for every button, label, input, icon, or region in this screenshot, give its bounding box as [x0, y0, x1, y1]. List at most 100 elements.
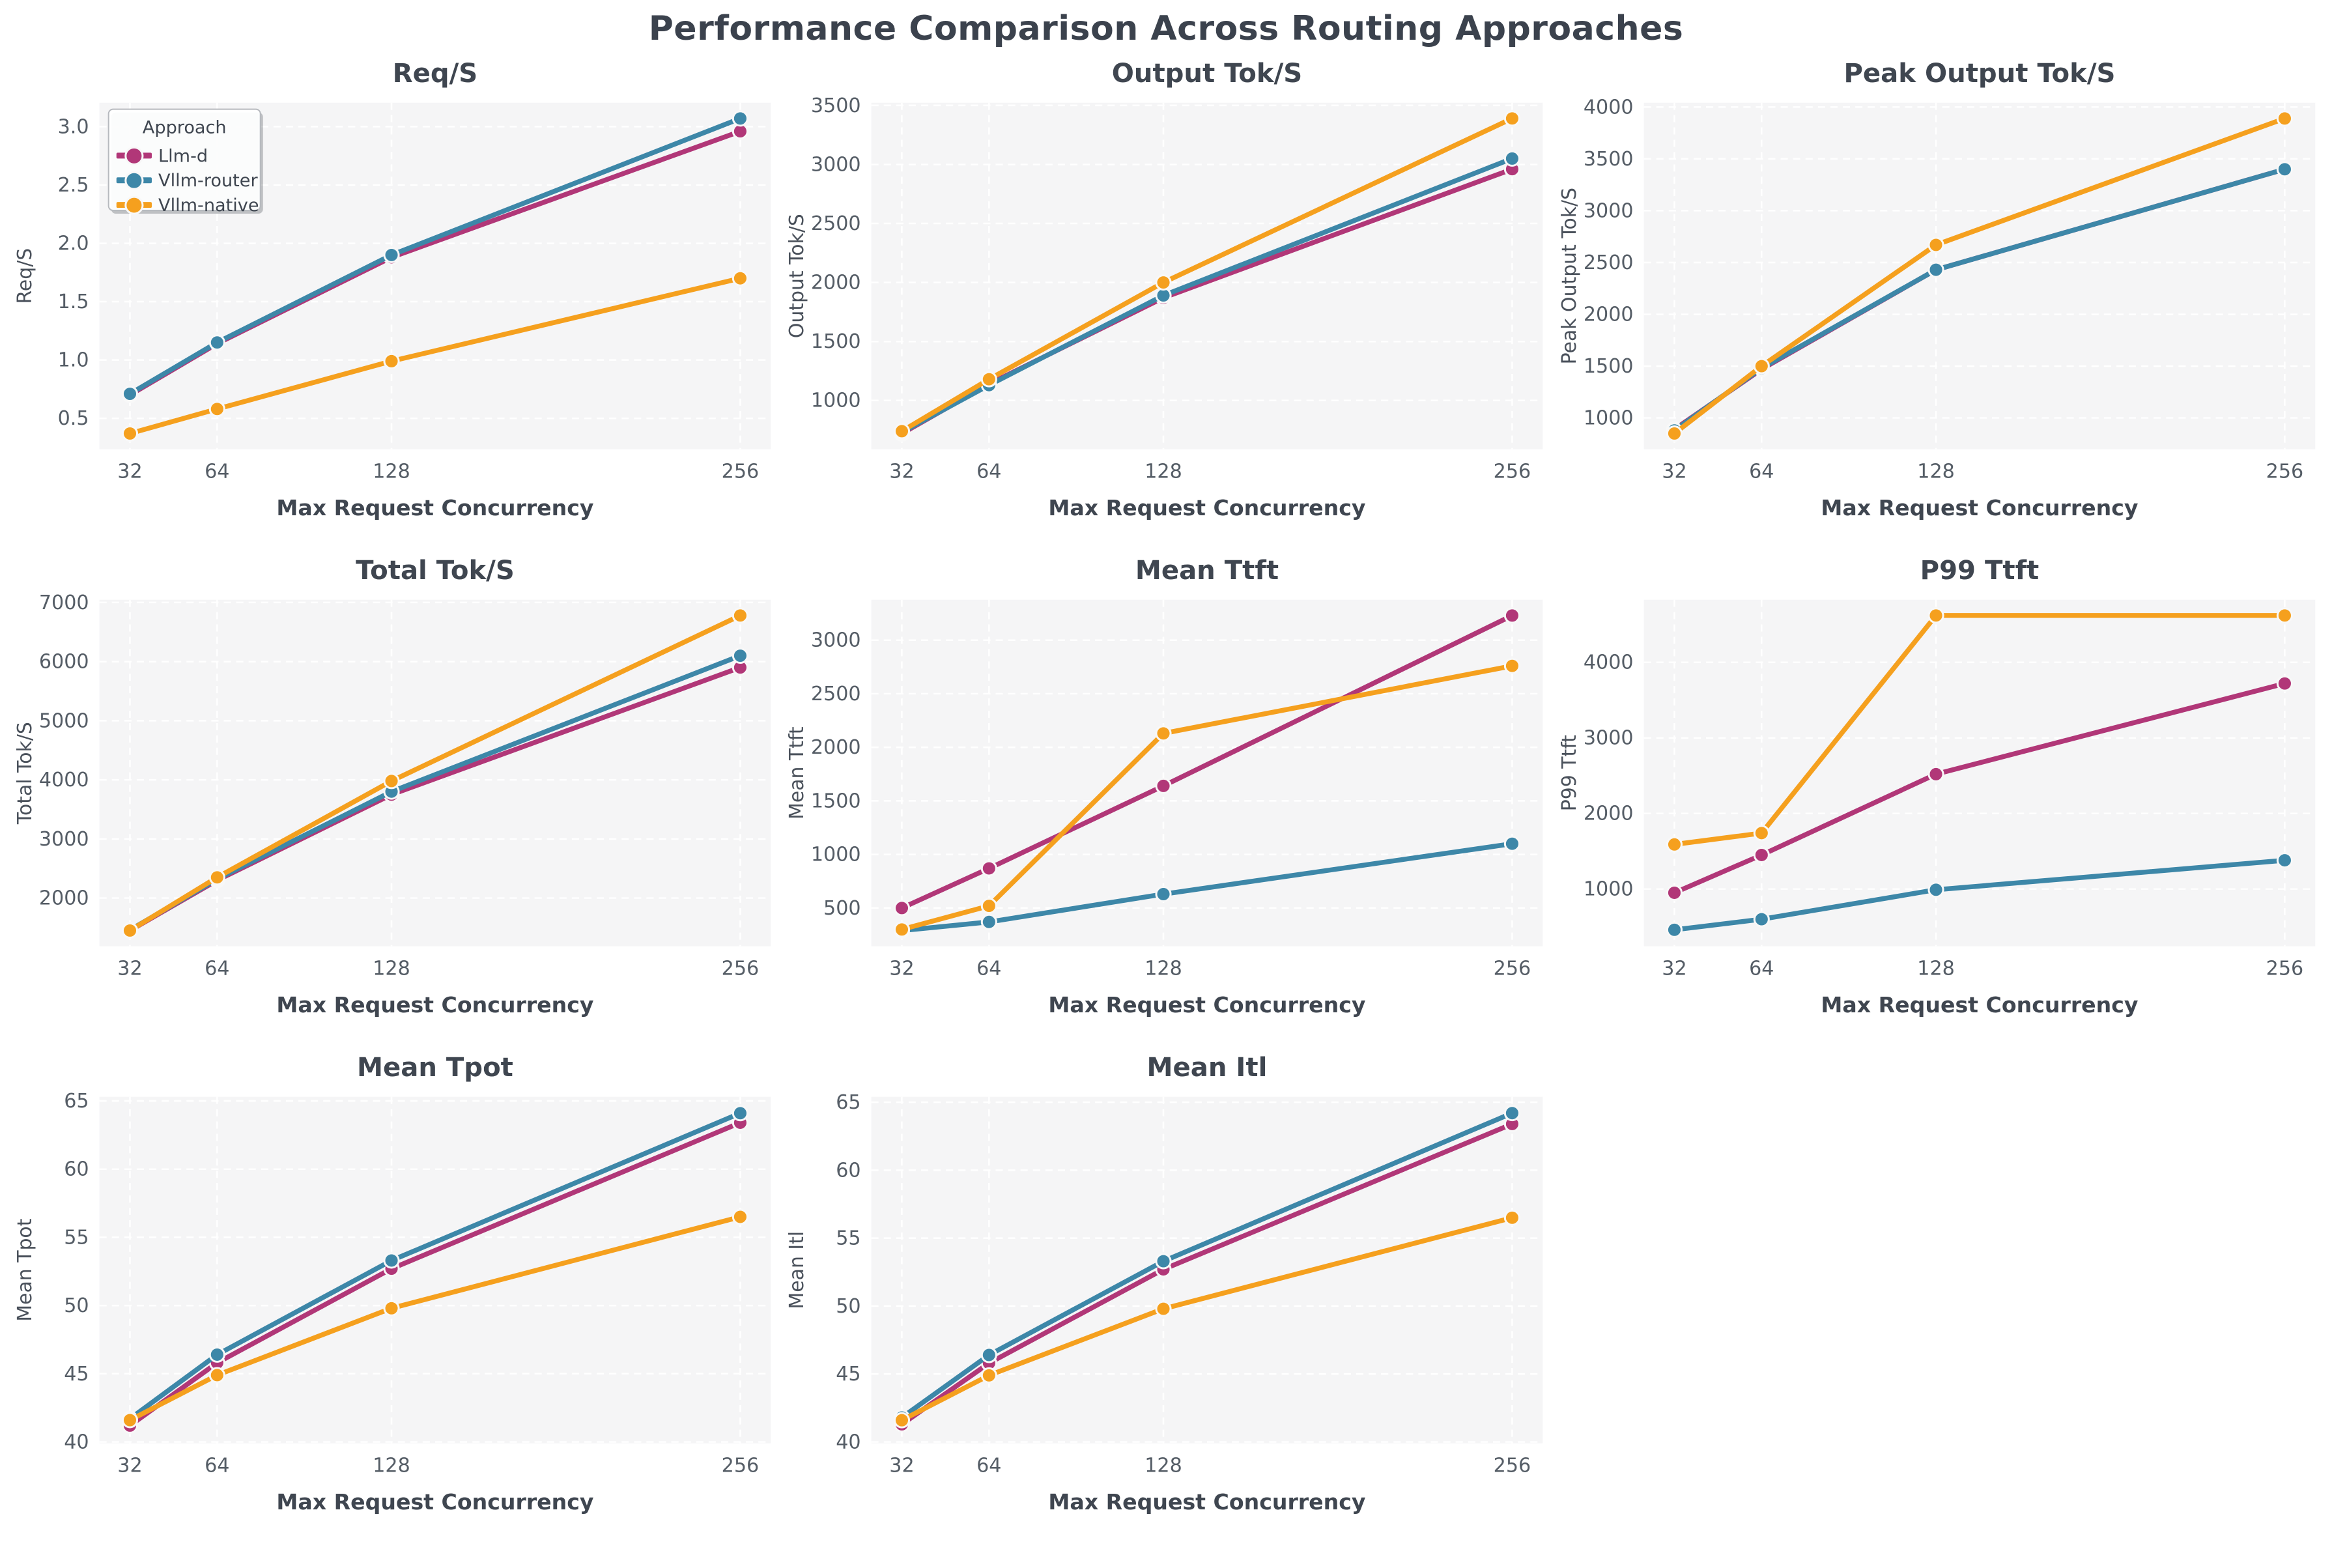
- chart-svg-mean-ttft: Mean Ttft 500 1000 1500 2000 2500 3000 32 64 128 2…: [786, 556, 1543, 1018]
- x-tick-label: 32: [117, 958, 142, 980]
- empty-cell: [1552, 1046, 2324, 1543]
- y-tick-label: 3500: [1584, 148, 1634, 171]
- y-axis-label: Peak Output Tok/S: [1558, 188, 1581, 364]
- series-line-vllm-native: [127, 1214, 743, 1423]
- data-point-llm-d: [1753, 847, 1770, 863]
- data-point-vllm-native: [383, 773, 400, 790]
- data-point-vllm-router: [2276, 161, 2293, 178]
- subplot-title: Mean Itl: [1147, 1053, 1268, 1083]
- x-tick-label: 64: [976, 461, 1001, 483]
- series-line-vllm-router: [900, 156, 1515, 435]
- data-point-vllm-router: [208, 1347, 225, 1363]
- x-tick-label: 256: [1494, 958, 1531, 980]
- subplot-title: P99 Ttft: [1920, 556, 2039, 586]
- y-tick-label: 1.0: [58, 349, 89, 372]
- data-point-vllm-router: [383, 1252, 400, 1269]
- x-tick-label: 128: [373, 1455, 410, 1477]
- chart-svg-req-s: Req/S 0.5 1.0 1.5 2.0 2.5 3.0 32 64 128 256 Max Req…: [14, 59, 771, 520]
- y-tick-label: 3.0: [58, 115, 89, 138]
- x-axis-label: Max Request Concurrency: [276, 992, 593, 1018]
- plot-panel: [871, 1096, 1543, 1444]
- y-axis-label: Total Tok/S: [14, 722, 36, 825]
- legend-label-vllm-router: Vllm-router: [158, 171, 258, 191]
- y-tick-label: 7000: [39, 592, 89, 614]
- y-tick-label: 1000: [811, 844, 861, 866]
- chart-svg-mean-tpot: Mean Tpot 40 45 50 55 60 65 32 64 128 256 Max Reque…: [14, 1053, 771, 1515]
- series-line-vllm-native: [1671, 613, 2287, 847]
- x-tick-label: 256: [722, 958, 760, 980]
- data-point-vllm-native: [732, 270, 748, 287]
- data-point-vllm-router: [1155, 1253, 1172, 1270]
- y-tick-label: 6000: [39, 651, 89, 674]
- legend-title: Approach: [143, 118, 227, 138]
- x-tick-label: 128: [373, 461, 410, 483]
- y-tick-label: 3000: [1584, 200, 1634, 223]
- data-point-vllm-native: [1155, 1300, 1172, 1317]
- y-tick-label: 4000: [39, 769, 89, 791]
- y-tick-label: 60: [64, 1158, 89, 1181]
- chart-grid: Req/S 0.5 1.0 1.5 2.0 2.5 3.0 32 64 128 256 Max Req…: [0, 52, 2332, 1543]
- x-tick-label: 256: [2266, 958, 2303, 980]
- x-tick-label: 128: [1145, 461, 1183, 483]
- data-point-vllm-router: [1927, 261, 1944, 278]
- data-point-vllm-router: [1504, 835, 1521, 852]
- y-tick-label: 2000: [39, 887, 89, 910]
- y-tick-label: 2000: [1584, 304, 1634, 326]
- y-tick-label: 55: [836, 1227, 861, 1250]
- data-point-vllm-native: [2276, 110, 2293, 127]
- series-line-vllm-native: [900, 663, 1515, 932]
- plot-panel: [1643, 102, 2315, 449]
- plot-panel: [99, 1096, 771, 1444]
- y-tick-label: 1000: [1584, 878, 1634, 901]
- y-tick-label: 4000: [1584, 96, 1634, 119]
- y-tick-label: 1500: [1584, 355, 1634, 378]
- y-axis-label: Req/S: [14, 248, 36, 304]
- data-point-vllm-router: [981, 913, 998, 930]
- x-tick-label: 128: [1917, 461, 1955, 483]
- data-point-vllm-router: [1504, 150, 1521, 167]
- chart-mean-ttft: Mean Ttft 500 1000 1500 2000 2500 3000 32 64 128 2…: [780, 549, 1552, 1046]
- chart-req-s: Req/S 0.5 1.0 1.5 2.0 2.5 3.0 32 64 128 256 Max Req…: [8, 52, 780, 549]
- data-point-llm-d: [2276, 675, 2293, 692]
- y-tick-label: 1500: [811, 330, 861, 353]
- legend-box: [107, 108, 261, 212]
- subplot-title: Mean Tpot: [357, 1053, 513, 1083]
- x-tick-label: 64: [205, 461, 229, 483]
- x-tick-label: 32: [117, 1455, 142, 1477]
- y-tick-label: 3000: [811, 629, 861, 652]
- data-point-vllm-native: [894, 1412, 911, 1429]
- x-axis-label: Max Request Concurrency: [1049, 1489, 1366, 1515]
- data-point-vllm-native: [208, 1367, 225, 1384]
- y-tick-label: 50: [836, 1295, 861, 1318]
- data-point-vllm-native: [121, 1412, 139, 1429]
- y-tick-label: 2.5: [58, 174, 89, 197]
- data-point-vllm-native: [1753, 358, 1770, 375]
- chart-svg-p99-ttft: P99 Ttft 1000 2000 3000 4000 32 64 128 256 Max Re…: [1558, 556, 2315, 1018]
- x-tick-label: 128: [1145, 1455, 1183, 1477]
- y-axis-label: Output Tok/S: [786, 214, 808, 338]
- series-line-vllm-router: [1671, 857, 2287, 933]
- x-tick-label: 256: [722, 461, 760, 483]
- subplot-title: Total Tok/S: [356, 556, 515, 586]
- y-tick-label: 65: [64, 1090, 89, 1113]
- page-title: Performance Comparison Across Routing Ap…: [648, 9, 1684, 48]
- data-point-vllm-router: [208, 334, 225, 351]
- y-tick-label: 4000: [1584, 651, 1634, 674]
- data-point-vllm-native: [981, 371, 998, 388]
- series-line-llm-d: [127, 1120, 743, 1429]
- data-point-vllm-native: [383, 1300, 400, 1317]
- y-tick-label: 3000: [1584, 727, 1634, 750]
- chart-svg-peak-output-tok-s: Peak Output Tok/S 1000 1500 2000 2500 3000 350…: [1558, 59, 2315, 520]
- y-tick-label: 0.5: [58, 407, 89, 430]
- data-point-vllm-native: [1155, 725, 1172, 742]
- x-tick-label: 32: [1662, 461, 1686, 483]
- data-point-vllm-router: [1927, 881, 1944, 898]
- series-line-vllm-native: [1671, 116, 2287, 436]
- x-tick-label: 32: [117, 461, 142, 483]
- data-point-vllm-native: [1504, 1209, 1521, 1226]
- chart-total-tok-s: Total Tok/S 2000 3000 4000 5000 6000 7000 32 64 1…: [8, 549, 780, 1046]
- legend-marker-vllm-native: [124, 195, 144, 215]
- subplot-title: Mean Ttft: [1135, 556, 1279, 586]
- x-tick-label: 256: [1494, 1455, 1531, 1477]
- legend: Approach Llm-d Vllm-router Vllm-native: [107, 108, 263, 216]
